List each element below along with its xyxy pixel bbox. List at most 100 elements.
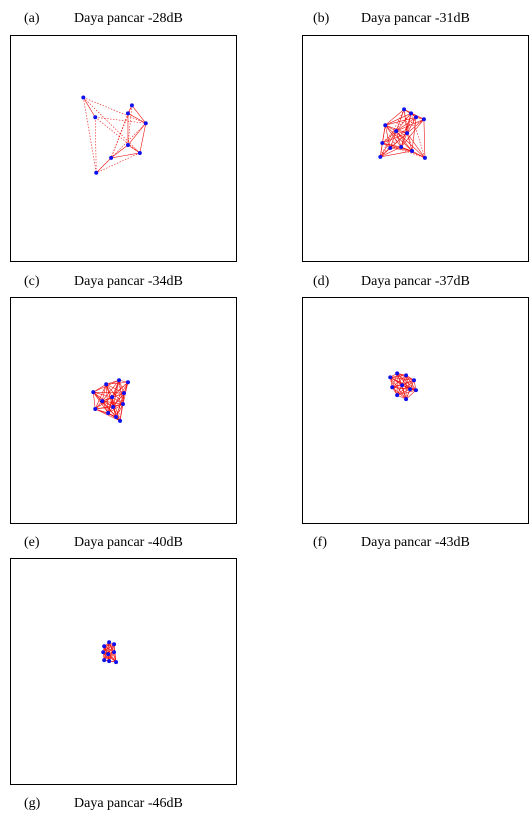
link-line bbox=[380, 146, 402, 158]
node-dot bbox=[110, 395, 115, 400]
node-dot bbox=[91, 390, 96, 395]
link-line bbox=[105, 384, 109, 413]
node-dot bbox=[112, 642, 117, 647]
node-dot bbox=[421, 117, 426, 122]
link-line bbox=[385, 124, 397, 132]
node-dot bbox=[388, 375, 393, 380]
link-line bbox=[111, 152, 140, 159]
network-graph-d bbox=[388, 371, 418, 402]
link-line bbox=[110, 113, 129, 159]
link-line bbox=[406, 113, 412, 134]
node-dot bbox=[107, 640, 112, 645]
node-dot bbox=[102, 644, 107, 649]
network-graph-e bbox=[101, 640, 119, 665]
link-line bbox=[382, 132, 408, 144]
link-line bbox=[406, 133, 413, 152]
link-line bbox=[382, 142, 426, 159]
panel-title-d: Daya pancar -37dB bbox=[361, 274, 470, 289]
panel-letter-g: (g) bbox=[24, 796, 41, 811]
link-line bbox=[95, 396, 113, 410]
link-line bbox=[83, 97, 97, 173]
node-dot bbox=[107, 659, 112, 664]
plot-e bbox=[10, 558, 237, 785]
nodes bbox=[81, 95, 148, 175]
node-dot bbox=[404, 397, 409, 402]
node-dot bbox=[122, 391, 126, 396]
link-line bbox=[110, 144, 129, 159]
link-line bbox=[397, 389, 417, 396]
link-line bbox=[92, 392, 96, 410]
link-line bbox=[391, 373, 398, 388]
link-line bbox=[395, 130, 413, 152]
link-line bbox=[396, 380, 415, 396]
plot-b bbox=[302, 35, 529, 262]
node-dot bbox=[111, 405, 116, 410]
panel-letter-a: (a) bbox=[24, 11, 40, 26]
link-line bbox=[107, 403, 124, 414]
link-line bbox=[396, 118, 425, 132]
link-line bbox=[95, 403, 124, 410]
link-line bbox=[106, 381, 128, 385]
node-dot bbox=[100, 399, 105, 404]
node-dot bbox=[104, 382, 109, 387]
node-dot bbox=[405, 131, 410, 136]
node-dot bbox=[412, 378, 416, 383]
link-line bbox=[385, 113, 412, 126]
link-line bbox=[406, 117, 417, 134]
node-dot bbox=[422, 155, 427, 160]
link-line bbox=[385, 116, 417, 126]
panel-letter-b: (b) bbox=[313, 11, 330, 26]
link-line bbox=[96, 157, 112, 173]
links bbox=[92, 379, 129, 422]
link-line bbox=[115, 403, 124, 418]
node-dot bbox=[143, 121, 148, 126]
link-line bbox=[380, 143, 383, 157]
link-line bbox=[406, 119, 425, 134]
nodes bbox=[91, 378, 130, 423]
node-dot bbox=[378, 154, 383, 159]
panel-title-c: Daya pancar -34dB bbox=[74, 274, 183, 289]
link-line bbox=[403, 109, 413, 152]
link-line bbox=[400, 133, 408, 148]
node-dot bbox=[93, 115, 98, 120]
link-line bbox=[108, 644, 115, 662]
link-line bbox=[405, 389, 417, 400]
node-dot bbox=[408, 387, 413, 392]
link-line bbox=[410, 113, 426, 159]
node-dot bbox=[137, 150, 142, 155]
link-line bbox=[402, 379, 415, 386]
link-line bbox=[83, 97, 146, 124]
panel-title-b: Daya pancar -31dB bbox=[361, 11, 470, 26]
link-line bbox=[95, 408, 121, 422]
link-line bbox=[397, 388, 411, 396]
link-line bbox=[131, 105, 147, 124]
link-line bbox=[385, 109, 405, 126]
panel-title-a: Daya pancar -28dB bbox=[74, 11, 183, 26]
node-dot bbox=[394, 129, 399, 134]
node-dot bbox=[112, 650, 117, 655]
panel-title-g: Daya pancar -46dB bbox=[74, 796, 183, 811]
network-graph-a bbox=[81, 95, 148, 175]
link-line bbox=[392, 386, 407, 400]
node-dot bbox=[121, 402, 125, 407]
link-line bbox=[103, 642, 110, 661]
node-dot bbox=[395, 393, 400, 398]
link-line bbox=[384, 125, 391, 149]
panel-title-e: Daya pancar -40dB bbox=[74, 535, 183, 550]
node-dot bbox=[400, 383, 405, 388]
link-line bbox=[95, 116, 146, 124]
link-line bbox=[139, 123, 147, 154]
link-line bbox=[103, 651, 115, 661]
link-line bbox=[103, 644, 115, 653]
node-dot bbox=[117, 378, 122, 383]
link-line bbox=[102, 651, 117, 663]
node-dot bbox=[93, 407, 98, 411]
link-line bbox=[93, 391, 113, 398]
link-line bbox=[101, 380, 120, 402]
link-line bbox=[127, 113, 146, 124]
node-dot bbox=[414, 115, 418, 120]
link-line bbox=[118, 380, 121, 421]
link-line bbox=[127, 123, 147, 146]
link-line bbox=[127, 144, 141, 154]
nodes bbox=[378, 107, 427, 160]
